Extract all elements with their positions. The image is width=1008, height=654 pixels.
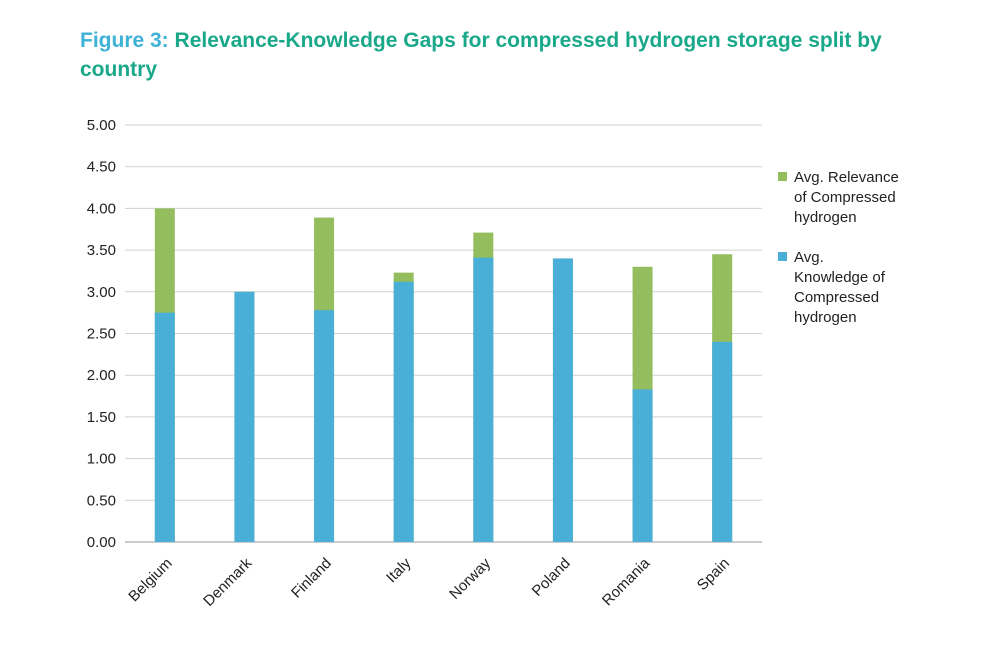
x-tick-label: Denmark xyxy=(200,554,255,609)
bar-knowledge-finland xyxy=(314,310,335,542)
legend-label: of Compressed xyxy=(794,189,896,206)
x-tick-label: Belgium xyxy=(125,555,175,605)
legend-swatch xyxy=(778,172,787,181)
legend-label: Avg. Relevance xyxy=(794,169,899,186)
legend-label: hydrogen xyxy=(794,209,857,226)
x-tick-label: Spain xyxy=(694,555,733,594)
bar-knowledge-norway xyxy=(473,257,494,542)
y-tick-label: 2.00 xyxy=(87,367,116,384)
x-tick-label: Norway xyxy=(446,554,494,602)
bar-knowledge-romania xyxy=(632,389,653,542)
y-tick-label: 0.00 xyxy=(87,534,116,551)
bar-knowledge-denmark xyxy=(234,291,255,542)
legend-label: Avg. xyxy=(794,249,824,266)
y-tick-label: 1.50 xyxy=(87,409,116,426)
bar-knowledge-poland xyxy=(552,258,573,542)
y-tick-label: 0.50 xyxy=(87,492,116,509)
x-tick-label: Finland xyxy=(288,555,335,602)
legend-swatch xyxy=(778,252,787,261)
y-tick-label: 2.50 xyxy=(87,326,116,343)
legend-label: Compressed xyxy=(794,289,879,306)
y-tick-label: 4.00 xyxy=(87,200,116,217)
bar-knowledge-spain xyxy=(712,341,733,542)
x-tick-label: Poland xyxy=(529,555,574,600)
chart-title: Figure 3: Relevance-Knowledge Gaps for c… xyxy=(80,26,940,84)
bar-knowledge-belgium xyxy=(154,312,175,542)
y-tick-label: 5.00 xyxy=(87,117,116,134)
x-tick-label: Romania xyxy=(599,554,654,609)
y-tick-label: 4.50 xyxy=(87,159,116,176)
chart-title-text: Relevance-Knowledge Gaps for compressed … xyxy=(80,29,882,81)
x-tick-label: Italy xyxy=(383,554,415,586)
y-tick-label: 1.00 xyxy=(87,451,116,468)
figure-label: Figure 3: xyxy=(80,29,169,52)
legend-label: Knowledge of xyxy=(794,269,886,286)
bar-knowledge-italy xyxy=(393,281,414,542)
legend-label: hydrogen xyxy=(794,309,857,326)
y-tick-label: 3.50 xyxy=(87,242,116,259)
y-tick-label: 3.00 xyxy=(87,284,116,301)
